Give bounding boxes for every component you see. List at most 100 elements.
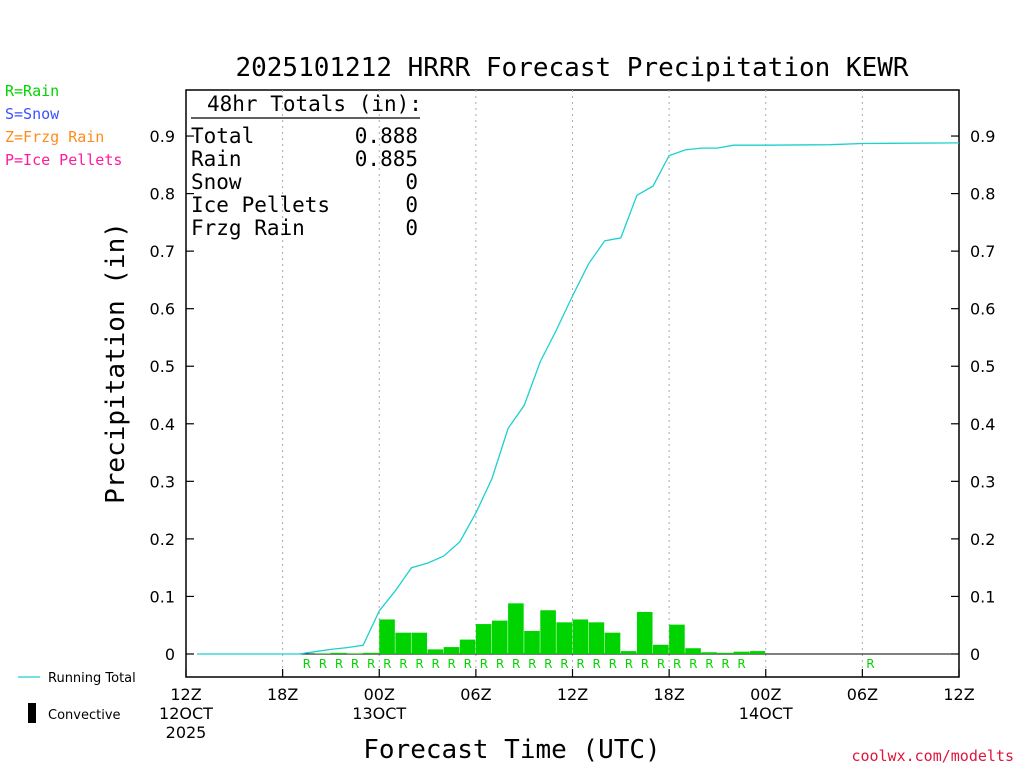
precip-type-legend-item: R=Rain [5, 82, 59, 100]
convective-legend-label: Convective [48, 708, 121, 723]
precip-type-mark: R [528, 657, 536, 671]
hourly-bar [491, 620, 508, 654]
totals-row-label: Total [191, 124, 254, 148]
totals-row-value: 0.885 [355, 147, 418, 171]
precip-type-legend-item: S=Snow [5, 105, 60, 123]
precip-type-mark: R [351, 657, 359, 671]
precip-type-mark: R [480, 657, 488, 671]
totals-row-value: 0 [405, 193, 418, 217]
precip-type-legend-item: Z=Frzg Rain [5, 128, 104, 146]
precip-type-mark: R [705, 657, 713, 671]
x-tick-label: 13OCT [352, 704, 406, 723]
precip-type-mark: R [737, 657, 745, 671]
x-tick-label: 14OCT [739, 704, 793, 723]
x-axis-label: Forecast Time (UTC) [363, 735, 660, 765]
hourly-bar [685, 648, 701, 654]
precip-type-mark: R [512, 657, 520, 671]
precip-type-mark: R [592, 657, 600, 671]
x-tick-label: 06Z [847, 685, 878, 704]
precip-type-mark: R [866, 657, 874, 671]
precip-type-legend-item: P=Ice Pellets [5, 151, 122, 169]
y-tick-label-right: 0.4 [970, 415, 995, 434]
precip-type-mark: R [673, 657, 681, 671]
precip-type-mark: R [383, 657, 391, 671]
y-tick-label-right: 0.8 [970, 185, 995, 204]
precip-type-mark: R [448, 657, 456, 671]
y-tick-label-right: 0.9 [970, 127, 995, 146]
hourly-bar [572, 619, 589, 654]
x-tick-label: 18Z [653, 685, 684, 704]
hourly-bar [701, 652, 717, 654]
hourly-bar [475, 624, 492, 654]
precip-type-mark: R [319, 657, 327, 671]
y-tick-label-left: 0.4 [150, 415, 175, 434]
precip-type-mark: R [303, 657, 311, 671]
y-tick-label-right: 0.5 [970, 357, 995, 376]
precip-type-mark: R [657, 657, 665, 671]
hourly-bar [733, 651, 750, 654]
x-tick-label: 00Z [364, 685, 395, 704]
precip-type-mark: R [609, 657, 617, 671]
hourly-bar [669, 624, 685, 654]
y-tick-label-left: 0.7 [150, 242, 175, 261]
y-tick-label-left: 0.8 [150, 185, 175, 204]
precip-type-mark: R [464, 657, 472, 671]
hourly-bar [314, 653, 331, 654]
y-tick-label-right: 0.2 [970, 530, 995, 549]
hourly-bar [524, 630, 540, 654]
totals-row-label: Snow [191, 170, 242, 194]
hourly-bar [556, 622, 572, 654]
hourly-bar [588, 622, 605, 654]
hourly-bar [427, 649, 444, 654]
y-tick-label-left: 0.5 [150, 357, 175, 376]
y-tick-label-right: 0.3 [970, 472, 995, 491]
precip-type-mark: R [496, 657, 504, 671]
totals-row-value: 0.888 [355, 124, 418, 148]
precip-type-mark: R [576, 657, 584, 671]
totals-row-value: 0 [405, 170, 418, 194]
y-tick-label-right: 0 [970, 645, 980, 664]
site-credit: coolwx.com/modelts [851, 747, 1014, 765]
totals-row-label: Ice Pellets [191, 193, 330, 217]
precip-type-mark: R [335, 657, 343, 671]
hourly-bar [443, 647, 460, 654]
precip-type-mark: R [415, 657, 423, 671]
convective-legend-swatch [28, 703, 36, 723]
hourly-bars [314, 603, 766, 654]
y-tick-label-left: 0.1 [150, 587, 175, 606]
x-tick-label: 12Z [170, 685, 201, 704]
y-axis-ticks: 0 00.1 0.10.2 0.20.3 0.30.4 0.40.5 0.50.6 0.60.… [150, 127, 996, 664]
x-tick-label: 12Z [557, 685, 588, 704]
y-tick-label-left: 0.9 [150, 127, 175, 146]
x-tick-label: 12Z [943, 685, 974, 704]
y-tick-label-left: 0.3 [150, 472, 175, 491]
y-tick-label-left: 0.2 [150, 530, 175, 549]
precip-type-mark: R [544, 657, 552, 671]
y-axis-label: Precipitation (in) [101, 222, 131, 504]
y-tick-label-left: 0 [165, 645, 175, 664]
hourly-bar [636, 611, 653, 654]
totals-row-label: Rain [191, 147, 242, 171]
hourly-bar [363, 652, 379, 654]
x-tick-label: 2025 [166, 723, 207, 742]
x-tick-label: 12OCT [159, 704, 213, 723]
precip-type-mark: R [431, 657, 439, 671]
running-total-line [197, 142, 960, 655]
hourly-bar [330, 652, 347, 654]
hourly-bar [717, 652, 734, 654]
precip-type-legend: R=Rain S=Snow Z=Frzg Rain P=Ice Pellets [5, 82, 122, 169]
series-legend: Running Total Convective [18, 671, 136, 723]
x-tick-label: 18Z [267, 685, 298, 704]
totals-box: 48hr Totals (in): Total 0.888 Rain 0.885 Sno… [191, 92, 422, 240]
hourly-bar [379, 619, 395, 654]
hourly-bar [459, 639, 476, 654]
x-tick-label: 00Z [750, 685, 781, 704]
x-tick-label: 06Z [460, 685, 491, 704]
totals-header: 48hr Totals (in): [207, 92, 422, 116]
y-tick-label-left: 0.6 [150, 300, 175, 319]
hourly-bar [508, 603, 524, 654]
grid-lines [197, 90, 959, 677]
